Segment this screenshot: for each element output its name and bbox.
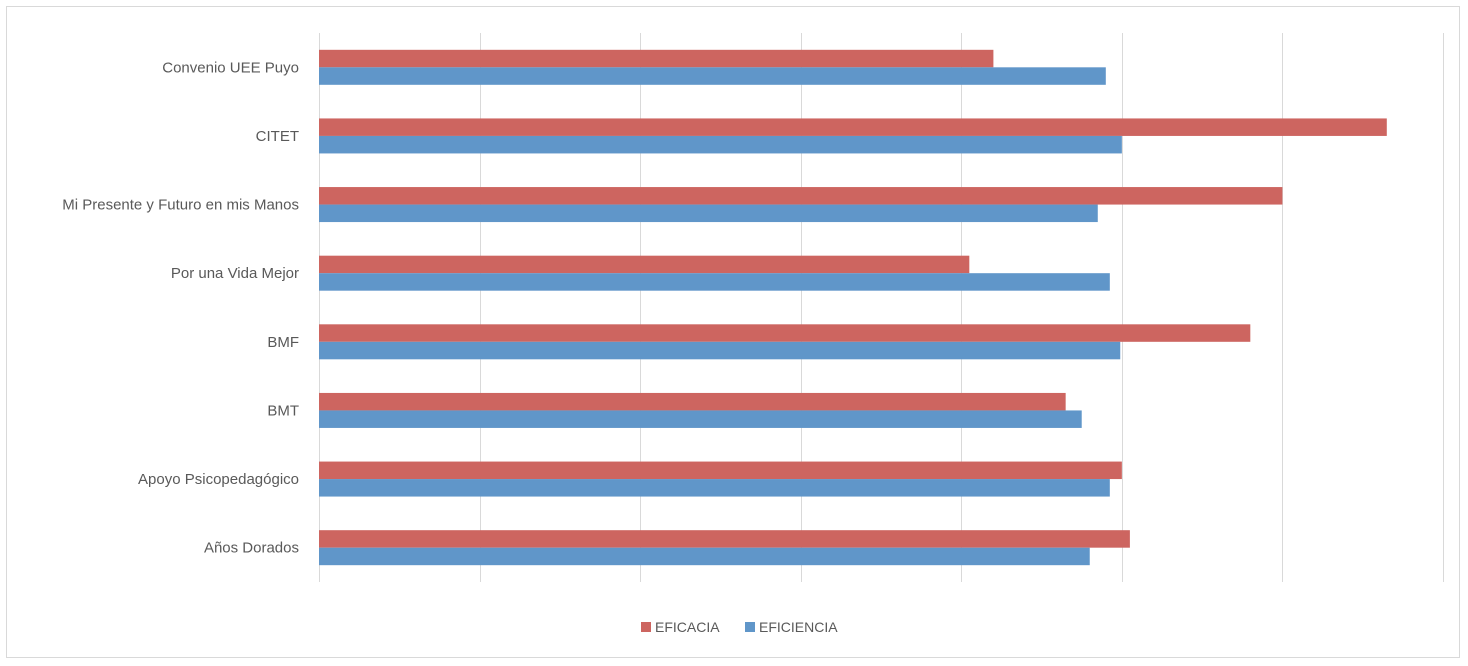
category-label: BMT xyxy=(267,402,299,419)
bar-eficacia-6 xyxy=(319,461,1122,480)
bar-eficacia-4 xyxy=(319,324,1251,342)
gridlines xyxy=(319,33,1444,582)
category-label: Convenio UEE Puyo xyxy=(162,59,299,76)
category-label: Mi Presente y Futuro en mis Manos xyxy=(62,197,299,214)
bar-eficacia-3 xyxy=(319,255,970,274)
bar-eficiencia-3 xyxy=(319,273,1110,291)
bar-eficiencia-1 xyxy=(319,135,1122,154)
bar-eficacia-0 xyxy=(319,49,994,68)
category-label: BMF xyxy=(267,334,299,351)
bar-eficiencia-4 xyxy=(319,341,1121,360)
legend-swatch-eficacia xyxy=(641,622,651,632)
bar-eficacia-5 xyxy=(319,392,1066,411)
bar-eficacia-7 xyxy=(319,530,1130,548)
legend-label-eficacia: EFICACIA xyxy=(655,619,720,635)
category-label: Apoyo Psicopedagógico xyxy=(138,471,299,488)
category-labels: Convenio UEE Puyo CITET Mi Presente y Futu… xyxy=(62,59,299,556)
bar-eficacia-2 xyxy=(319,187,1283,205)
legend-label-eficiencia: EFICIENCIA xyxy=(759,619,838,635)
bar-eficiencia-2 xyxy=(319,204,1098,223)
bar-eficiencia-0 xyxy=(319,67,1106,85)
legend-swatch-eficiencia xyxy=(745,622,755,632)
category-label: Años Dorados xyxy=(204,540,299,557)
bar-eficiencia-5 xyxy=(319,410,1082,428)
bar-eficiencia-6 xyxy=(319,479,1110,497)
bar-eficiencia-7 xyxy=(319,547,1090,566)
category-label: Por una Vida Mejor xyxy=(171,265,299,282)
bars xyxy=(319,49,1387,566)
legend: EFICACIA EFICIENCIA xyxy=(641,619,838,635)
category-label: CITET xyxy=(256,128,299,145)
bar-eficacia-1 xyxy=(319,118,1387,136)
